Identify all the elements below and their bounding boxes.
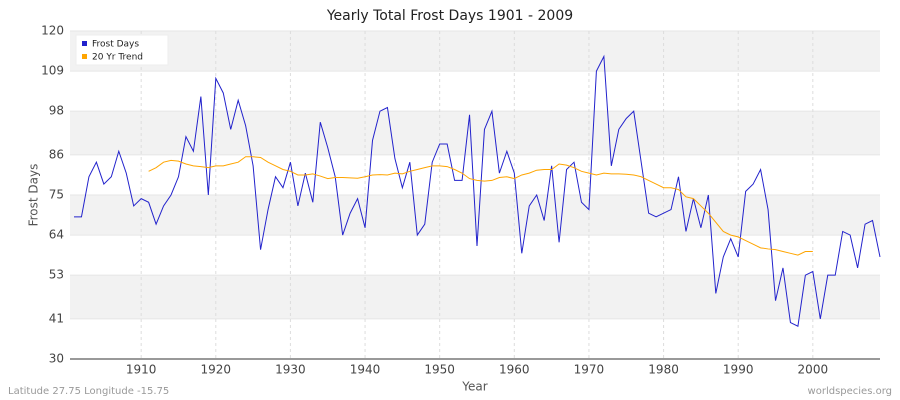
y-tick-label: 75 [49, 188, 64, 202]
footer-location: Latitude 27.75 Longitude -15.75 [8, 386, 169, 397]
y-tick-label: 53 [49, 268, 64, 282]
x-tick-label: 1930 [275, 363, 306, 377]
legend-label: 20 Yr Trend [92, 53, 143, 63]
y-axis-label: Frost Days [27, 164, 41, 227]
x-axis-label: Year [461, 380, 487, 394]
y-tick-label: 98 [49, 104, 64, 118]
x-tick-label: 1950 [424, 363, 455, 377]
y-tick-label: 30 [49, 352, 64, 366]
legend-box [75, 34, 169, 66]
x-tick-label: 1980 [648, 363, 679, 377]
x-tick-label: 1910 [126, 363, 157, 377]
legend-label: Frost Days [92, 40, 139, 50]
footer-source: worldspecies.org [808, 386, 892, 397]
y-tick-label: 109 [41, 64, 64, 78]
y-tick-label: 41 [49, 311, 64, 325]
y-tick-label: 120 [41, 24, 64, 38]
y-tick-label: 86 [49, 147, 64, 161]
x-tick-label: 1990 [723, 363, 754, 377]
data-line [74, 54, 881, 327]
chart-title: Yearly Total Frost Days 1901 - 2009 [326, 8, 573, 24]
y-tick-label: 64 [49, 228, 64, 242]
grid-band [70, 31, 880, 72]
x-tick-label: 2000 [798, 363, 829, 377]
legend-swatch [82, 41, 87, 46]
legend-swatch [82, 54, 87, 59]
x-tick-label: 1970 [574, 363, 605, 377]
data-line [148, 156, 813, 256]
x-tick-label: 1940 [350, 363, 381, 377]
x-tick-label: 1960 [499, 363, 530, 377]
x-tick-label: 1920 [201, 363, 232, 377]
grid-band [70, 275, 880, 319]
